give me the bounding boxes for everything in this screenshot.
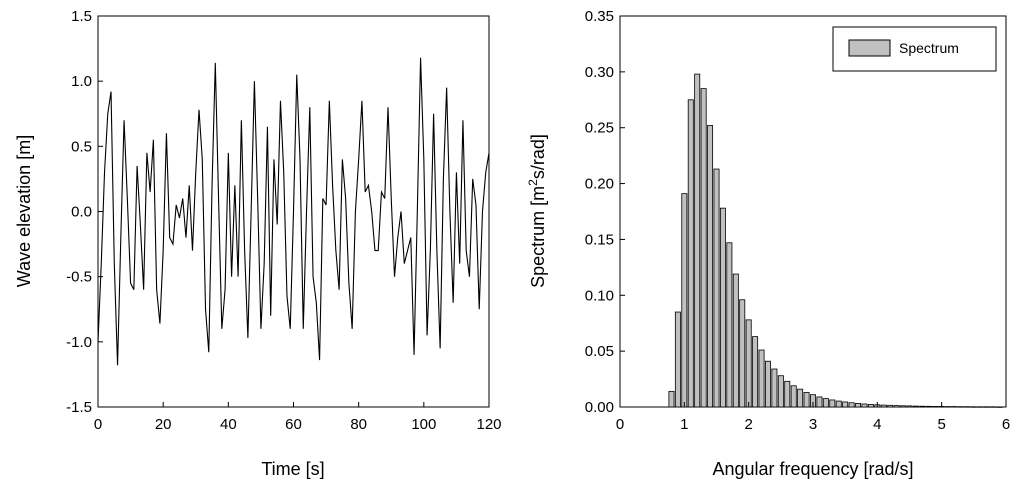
spectrum-bar <box>867 404 874 408</box>
right-y-tick-label: 0.30 <box>585 64 614 81</box>
spectrum-bar <box>912 405 919 408</box>
left-x-tick-label: 100 <box>411 416 436 433</box>
left-y-tick-label: 1.5 <box>71 8 92 25</box>
left-y-tick-label: -1.5 <box>66 399 92 416</box>
spectrum-bar <box>990 406 997 408</box>
right-y-ticks: 0.00 0.05 0.10 0.15 0.20 0.25 0.30 0.35 <box>585 8 625 416</box>
spectrum-bar <box>732 273 739 408</box>
right-x-tick-label: 0 <box>616 416 624 433</box>
spectrum-bar <box>687 99 694 408</box>
left-x-tick-label: 40 <box>220 416 237 433</box>
right-x-tick-label: 2 <box>744 416 752 433</box>
spectrum-bar <box>964 406 971 408</box>
left-y-tick-label: -1.0 <box>66 334 92 351</box>
spectrum-bar <box>816 396 823 408</box>
right-y-axis-label-prefix: Spectrum [m <box>528 186 548 288</box>
spectrum-bar <box>855 403 862 408</box>
spectrum-bar <box>977 406 984 408</box>
left-x-tick-label: 120 <box>476 416 501 433</box>
right-y-axis-label-superscript: 2 <box>526 179 540 186</box>
spectrum-bar <box>758 349 765 408</box>
spectrum-bar <box>829 399 836 408</box>
spectrum-bar <box>932 406 939 408</box>
wave-elevation-chart: -1.5 -1.0 -0.5 0.0 0.5 1.0 1.5 0 20 40 60 80 100 120… <box>14 8 502 479</box>
spectrum-bar <box>739 299 746 408</box>
spectrum-bar <box>764 360 771 408</box>
legend-swatch <box>848 39 891 57</box>
spectrum-bar <box>893 405 900 408</box>
left-x-axis-label: Time [s] <box>261 459 324 479</box>
right-x-tick-label: 3 <box>809 416 817 433</box>
spectrum-bar <box>951 406 958 408</box>
spectrum-bar <box>887 404 894 408</box>
right-y-axis-label-suffix: s/rad] <box>528 134 548 179</box>
spectrum-bar <box>719 207 726 408</box>
right-x-tick-label: 5 <box>937 416 945 433</box>
spectrum-bar <box>842 401 849 408</box>
spectrum-bar <box>925 405 932 408</box>
spectrum-bar <box>790 385 797 408</box>
left-y-axis-label: Wave elevation [m] <box>14 135 34 287</box>
right-x-ticks: 0 1 2 3 4 5 6 <box>616 402 1010 433</box>
spectrum-bar <box>707 125 714 408</box>
left-x-tick-label: 20 <box>155 416 172 433</box>
spectrum-bar <box>797 388 804 408</box>
right-y-tick-label: 0.20 <box>585 176 614 193</box>
spectrum-bar <box>900 405 907 408</box>
right-y-tick-label: 0.00 <box>585 399 614 416</box>
right-y-axis-label: Spectrum [m2s/rad] <box>526 134 548 288</box>
right-y-tick-label: 0.15 <box>585 231 614 248</box>
legend: Spectrum <box>832 26 997 72</box>
left-x-tick-label: 80 <box>350 416 367 433</box>
spectrum-bar <box>848 402 855 408</box>
spectrum-bar <box>771 368 778 408</box>
right-y-tick-label: 0.25 <box>585 120 614 137</box>
spectrum-bar <box>996 406 1003 408</box>
spectrum-bar <box>777 375 784 408</box>
spectrum-bar <box>861 403 868 408</box>
left-y-tick-label: 1.0 <box>71 73 92 90</box>
spectrum-bar <box>674 311 681 408</box>
legend-label: Spectrum <box>899 40 959 56</box>
spectrum-bar <box>694 73 701 408</box>
spectrum-bar <box>919 405 926 408</box>
spectrum-bars <box>668 73 1003 408</box>
spectrum-bar <box>713 168 720 408</box>
spectrum-bar <box>784 380 791 408</box>
left-x-tick-label: 0 <box>94 416 102 433</box>
left-y-tick-label: 0.0 <box>71 204 92 221</box>
spectrum-bar <box>822 398 829 408</box>
right-y-tick-label: 0.10 <box>585 287 614 304</box>
right-x-tick-label: 4 <box>873 416 881 433</box>
spectrum-bar <box>983 406 990 408</box>
spectrum-bar <box>970 406 977 408</box>
spectrum-bar <box>803 392 810 408</box>
spectrum-chart: 0.00 0.05 0.10 0.15 0.20 0.25 0.30 0.35 0 1 2 3 4 5 6… <box>526 8 1010 479</box>
spectrum-bar <box>726 242 733 408</box>
spectrum-bar <box>906 405 913 408</box>
right-x-axis-label: Angular frequency [rad/s] <box>712 459 913 479</box>
right-x-tick-label: 6 <box>1002 416 1010 433</box>
left-x-tick-label: 60 <box>285 416 302 433</box>
left-y-tick-label: 0.5 <box>71 138 92 155</box>
spectrum-bar <box>945 406 952 408</box>
spectrum-bar <box>835 400 842 408</box>
spectrum-bar <box>668 390 675 408</box>
spectrum-bar <box>745 319 752 408</box>
left-x-ticks: 0 20 40 60 80 100 120 <box>94 402 502 433</box>
left-y-ticks: -1.5 -1.0 -0.5 0.0 0.5 1.0 1.5 <box>66 8 103 416</box>
wave-elevation-line <box>97 57 490 366</box>
spectrum-bar <box>681 193 688 408</box>
right-y-tick-label: 0.05 <box>585 343 614 360</box>
spectrum-bar <box>700 88 707 408</box>
right-x-tick-label: 1 <box>680 416 688 433</box>
spectrum-bar <box>752 336 759 408</box>
spectrum-bar <box>957 406 964 408</box>
right-y-tick-label: 0.35 <box>585 8 614 25</box>
spectrum-bar <box>880 404 887 408</box>
left-y-tick-label: -0.5 <box>66 269 92 286</box>
